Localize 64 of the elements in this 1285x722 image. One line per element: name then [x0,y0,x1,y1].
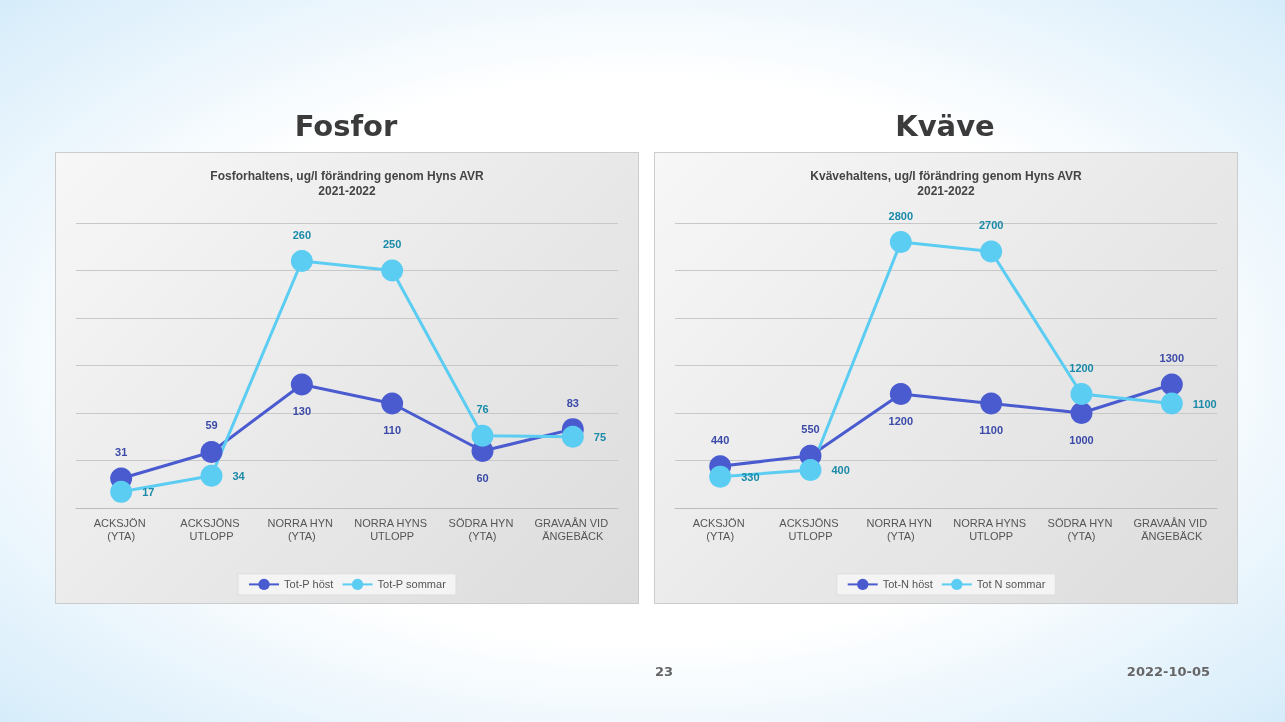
data-label: 60 [476,471,489,484]
chart-title: Kväve [894,108,996,145]
x-tick-label: ACKSJÖNS UTLOPP [180,516,243,542]
x-tick-label: ACKSJÖN (YTA) [93,516,149,542]
point [799,459,822,481]
text: 2022-10-05 [1126,664,1210,679]
x-tick-label: NORRA HYNS UTLOPP [953,516,1030,542]
x-tick-label: NORRA HYN (YTA) [267,516,337,542]
legend-label: Tot N sommar [976,578,1046,591]
data-label: 400 [831,464,850,476]
point [709,465,732,488]
data-label: 83 [566,396,579,409]
x-tick-label: ACKSJÖNS UTLOPP [779,516,842,542]
point [980,240,1003,263]
x-tick-label: GRAVAÅN VID ÄNGEBÄCK [534,516,612,542]
text: 23 [655,664,674,679]
chart-subtitle: Fosforhaltens, ug/l förändring genom Hyns AVR 2021-2022 [210,168,484,198]
point [381,259,404,282]
legend-label: Tot-P höst [284,578,334,591]
x-tick-label: NORRA HYN (YTA) [866,516,936,542]
data-label: 2800 [888,209,914,222]
data-label: 550 [801,423,820,436]
point [290,373,313,396]
data-label: 260 [292,228,312,241]
data-label: 76 [476,403,489,416]
data-label: 1000 [1069,433,1094,446]
data-label: 1100 [1192,397,1217,410]
point [1160,392,1183,415]
data-label: 110 [383,424,402,436]
point [471,424,494,447]
legend-label: Tot-N höst [882,578,933,591]
x-tick-label: GRAVAÅN VID ÄNGEBÄCK [1133,516,1211,542]
point [200,464,223,487]
point [980,392,1003,415]
data-label: 1200 [1069,361,1094,374]
point [561,425,584,448]
x-tick-label: ACKSJÖN (YTA) [692,516,748,542]
point [889,231,912,253]
point [110,480,133,503]
point [290,250,313,272]
chart-subtitle: Kvävehaltens, ug/l förändring genom Hyns AVR 2021-2022 [810,168,1083,198]
data-label: 17 [142,485,155,498]
data-label: 250 [382,238,402,250]
x-tick-label: SÖDRA HYN (YTA) [448,516,517,542]
data-label: 130 [292,405,312,417]
data-label: 31 [115,446,128,459]
data-label: 34 [232,469,246,482]
data-label: 59 [205,419,218,432]
data-label: 75 [593,430,607,443]
data-label: 2700 [978,219,1004,231]
data-label: 1300 [1159,352,1185,364]
data-label: 440 [710,433,730,446]
chart-title: Fosfor [293,108,399,145]
data-label: 1100 [979,424,1004,436]
data-label: 1200 [888,414,914,427]
point [1160,373,1183,396]
x-tick-label: NORRA HYNS UTLOPP [354,516,431,542]
point [381,392,404,415]
legend-label: Tot-P sommar [377,578,447,591]
point [889,383,912,405]
point [1070,383,1093,405]
point [1070,402,1093,424]
x-tick-label: SÖDRA HYN (YTA) [1047,516,1116,542]
point [200,440,223,463]
